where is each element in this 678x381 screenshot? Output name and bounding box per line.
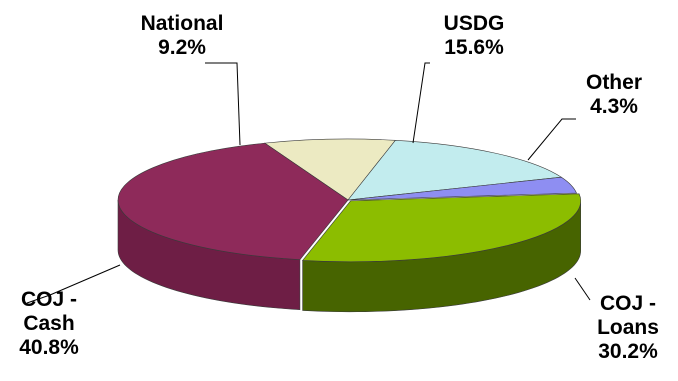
slice-value-other: 4.3% bbox=[590, 95, 638, 118]
label-leaders bbox=[26, 62, 591, 304]
slice-label-coj-cash: COJ - bbox=[21, 288, 77, 311]
leader-line-usdg bbox=[412, 62, 430, 144]
slice-value-national: 9.2% bbox=[158, 36, 206, 59]
slice-label-coj-loans: COJ - bbox=[600, 292, 656, 315]
slice-label-coj-cash: Cash bbox=[23, 312, 74, 335]
leader-line-coj-loans bbox=[574, 277, 591, 301]
pie-tops bbox=[117, 138, 581, 263]
leader-line-national bbox=[205, 62, 241, 146]
slice-national bbox=[263, 138, 396, 201]
slice-label-coj-loans: Loans bbox=[597, 316, 659, 339]
slice-value-coj-cash: 40.8% bbox=[19, 336, 79, 359]
slice-label-national: National bbox=[141, 12, 224, 35]
slice-label-other: Other bbox=[586, 71, 642, 94]
leader-line-other bbox=[527, 118, 576, 161]
leader-line-coj-cash bbox=[26, 264, 121, 304]
slice-coj-cash bbox=[117, 142, 349, 260]
slice-other bbox=[347, 176, 577, 201]
slice-label-usdg: USDG bbox=[444, 12, 505, 35]
slice-value-coj-loans: 30.2% bbox=[598, 340, 658, 363]
slice-usdg bbox=[347, 140, 563, 201]
slice-value-usdg: 15.6% bbox=[444, 36, 504, 59]
slice-coj-loans bbox=[302, 193, 581, 263]
